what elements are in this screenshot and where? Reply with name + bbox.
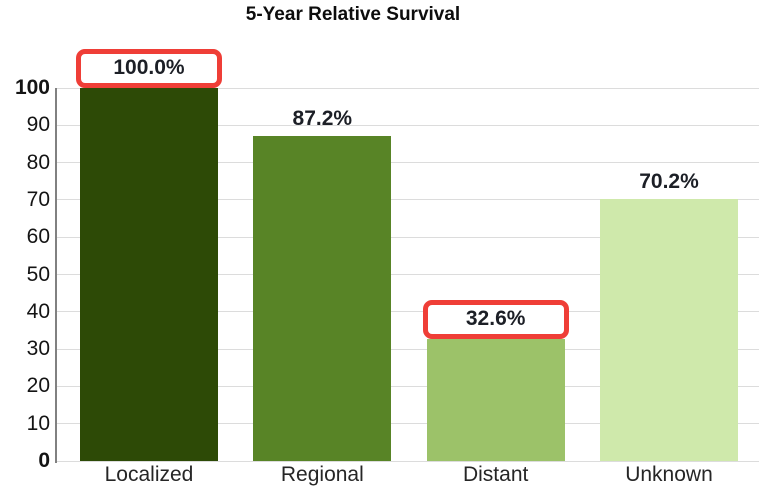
gridline-40: [57, 311, 759, 313]
y-axis-line: [55, 88, 57, 463]
ytick-label-0: 0: [38, 449, 50, 472]
ytick-label-50: 50: [26, 262, 50, 286]
bar-localized: [80, 88, 218, 461]
xtick-label-unknown: Unknown: [625, 463, 713, 486]
xtick-label-distant: Distant: [462, 463, 529, 486]
gridline-0: [57, 460, 759, 462]
ytick-label-70: 70: [26, 187, 50, 211]
ytick-label-20: 20: [26, 374, 50, 398]
gridline-10: [57, 423, 759, 425]
ytick-label-10: 10: [26, 411, 50, 435]
value-label-distant-highlighted: 32.6%: [422, 300, 569, 340]
xtick-label-localized: Localized: [104, 463, 194, 486]
ytick-label-90: 90: [26, 113, 50, 137]
gridline-30: [57, 348, 759, 350]
ytick-label-80: 80: [26, 150, 50, 174]
gridline-100: [57, 87, 759, 89]
value-label-unknown: 70.2%: [639, 170, 699, 194]
gridline-60: [57, 236, 759, 238]
gridline-50: [57, 274, 759, 275]
value-label-localized-highlighted: 100.0%: [76, 49, 222, 88]
bar-distant: [426, 339, 565, 461]
gridline-90: [57, 124, 759, 126]
gridline-80: [57, 162, 759, 164]
bar-regional: [253, 135, 392, 461]
value-label-regional: 87.2%: [292, 106, 353, 130]
plot-area: 100.0% 87.2% 32.6% 70.2%: [57, 49, 759, 462]
gridline-20: [57, 385, 759, 387]
xtick-label-regional: Regional: [280, 463, 364, 486]
chart-title: 5-Year Relative Survival: [245, 4, 461, 25]
bar-unknown: [599, 199, 738, 461]
ytick-label-100: 100: [14, 76, 50, 99]
gridline-70: [57, 199, 759, 201]
ytick-label-40: 40: [26, 299, 50, 323]
ytick-label-30: 30: [26, 337, 50, 361]
ytick-label-60: 60: [26, 225, 50, 249]
